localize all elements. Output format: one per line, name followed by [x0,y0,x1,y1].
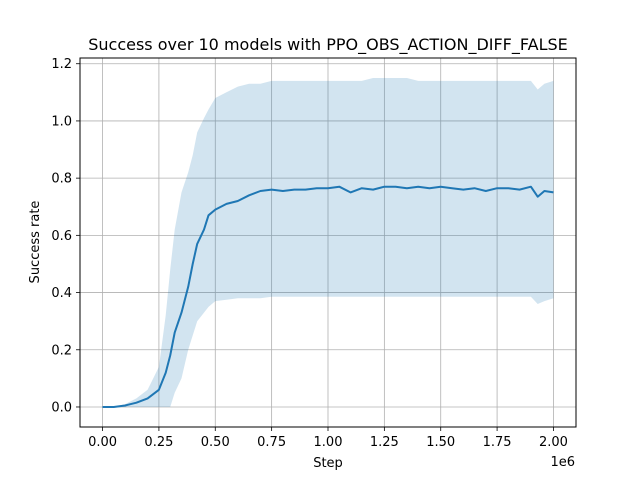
x-tick-label: 0.00 [88,435,117,450]
x-tick-label: 1.00 [314,435,343,450]
x-tick-label: 1.75 [483,435,512,450]
y-tick-label: 0.0 [51,400,72,415]
y-tick-label: 0.2 [51,343,72,358]
x-tick-label: 0.50 [201,435,230,450]
grid [80,58,576,427]
mean-success-line [102,185,554,408]
x-tick-label: 0.25 [144,435,173,450]
y-tick-label: 0.4 [51,286,72,301]
y-tick-label: 1.2 [51,57,72,72]
y-tick-label: 1.0 [51,114,72,129]
y-tick-label: 0.6 [51,229,72,244]
x-axis-offset-label: 1e6 [550,455,575,470]
y-tick-label: 0.8 [51,172,72,187]
x-tick-label: 2.00 [539,435,568,450]
x-axis-label: Step [313,456,343,471]
std-band-layer [102,78,554,407]
std-band [102,78,554,407]
x-tick-label: 0.75 [257,435,286,450]
x-axis-ticks: 0.00 0.25 0.50 0.75 1.00 1.25 1.50 1.75 2.00 [88,427,568,450]
y-axis-label: Success rate [28,201,43,284]
chart-title: Success over 10 models with PPO_OBS_ACTI… [88,35,568,55]
y-axis-ticks: 0.0 0.2 0.4 0.6 0.8 1.0 1.2 [51,57,80,415]
x-tick-label: 1.25 [370,435,399,450]
mean-line-layer [102,185,554,408]
x-tick-label: 1.50 [426,435,455,450]
